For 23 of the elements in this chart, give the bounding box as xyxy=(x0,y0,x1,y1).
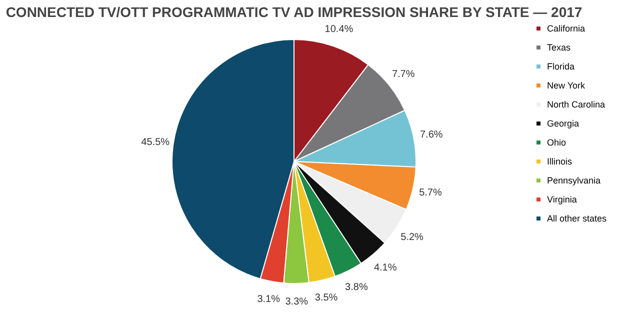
data-label: 3.5% xyxy=(314,292,338,304)
legend-label: Georgia xyxy=(547,118,580,128)
legend-label: New York xyxy=(547,80,586,90)
data-label: 7.6% xyxy=(420,130,443,141)
legend-label: California xyxy=(547,24,586,34)
data-label: 5.2% xyxy=(400,232,424,243)
legend-label: Ohio xyxy=(547,138,566,148)
data-label: 3.3% xyxy=(285,296,308,308)
legend-label: Illinois xyxy=(547,156,573,166)
data-label: 4.1% xyxy=(374,262,397,274)
data-label: 5.7% xyxy=(419,188,442,199)
data-label: 3.8% xyxy=(345,282,368,293)
data-label: 3.1% xyxy=(257,294,280,306)
legend-label: Virginia xyxy=(547,194,577,204)
legend-label: Pennsylvania xyxy=(547,176,601,186)
legend-label: North Carolina xyxy=(547,100,606,110)
data-label: 10.4% xyxy=(324,24,354,35)
legend-label: All other states xyxy=(547,214,608,224)
data-label: 45.5% xyxy=(141,136,170,148)
legend-label: Texas xyxy=(547,42,572,52)
legend-label: Florida xyxy=(547,62,575,72)
chart-title: CONNECTED TV/OTT PROGRAMMATIC TV AD IMPRESSION SHARE BY STATE — 2017 xyxy=(6,4,582,20)
data-label: 7.7% xyxy=(392,69,415,80)
